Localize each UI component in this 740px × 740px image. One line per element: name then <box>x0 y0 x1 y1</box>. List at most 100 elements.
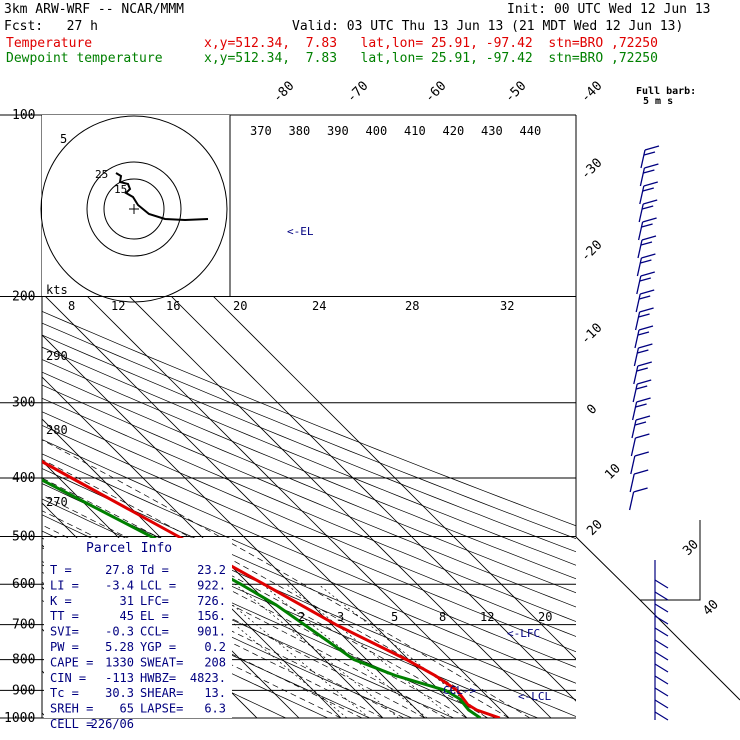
parcel-info-value: 4823. <box>190 671 226 685</box>
parcel-info-value: 226/06 <box>91 717 134 731</box>
dry-adiabat <box>42 564 370 718</box>
wind-barb <box>640 271 655 277</box>
wind-barb <box>636 275 642 295</box>
wind-barb <box>641 235 657 241</box>
theta-e-side-label: 290 <box>46 349 68 363</box>
wind-barb <box>634 451 649 457</box>
hodo-units: kts <box>46 283 68 297</box>
temperature-legend: Temperature <box>6 36 93 51</box>
hodo-ring-outer <box>40 115 228 303</box>
wind-barb <box>643 169 655 174</box>
isotherm-label: 0 <box>584 402 600 418</box>
wind-barb <box>640 149 646 169</box>
pressure-label-500: 500 <box>12 529 35 544</box>
isotherm <box>42 418 342 718</box>
dry-adiabat <box>42 411 576 637</box>
parcel-info-key: T = <box>50 563 72 577</box>
parcel-info-box <box>44 538 232 718</box>
parcel-info-title: Parcel Info <box>86 541 172 556</box>
wind-barb <box>629 473 635 493</box>
wind-barb <box>644 163 659 169</box>
parcel-info-key: SREH = <box>50 702 93 716</box>
parcel-info-key: HWBZ= <box>140 671 176 685</box>
wind-barb <box>654 579 669 589</box>
wind-barb <box>644 145 660 151</box>
wind-barb <box>631 401 638 421</box>
parcel-info-value: 13. <box>204 686 226 700</box>
parcel-info-key: SWEAT= <box>140 655 183 669</box>
wind-barb <box>639 277 651 282</box>
dewpoint-profile <box>42 478 482 718</box>
theta-label: 410 <box>404 124 426 138</box>
mixing-ratio-label: 5 <box>391 610 398 624</box>
wind-barb <box>633 347 640 367</box>
hodo-ring-label: 15 <box>114 183 127 196</box>
parcel-info-key: CAPE = <box>50 655 93 669</box>
dewpoint-legend: Dewpoint temperature <box>6 51 163 66</box>
level-annotation: <-LFC <box>507 627 540 640</box>
parcel-info-value: 156. <box>197 609 226 623</box>
parcel-info-key: YGP = <box>140 640 176 654</box>
parcel-info-key: EL = <box>140 609 169 623</box>
wind-barb <box>654 615 669 625</box>
parcel-info-key: LFC= <box>140 594 169 608</box>
isotherm-label: -40 <box>578 79 605 106</box>
mixing-ratio-label: 12 <box>480 610 494 624</box>
wind-barb <box>631 419 637 439</box>
wind-barb <box>630 455 636 475</box>
parcel-info-key: LI = <box>50 578 79 592</box>
barb-header: Full barb: <box>636 86 696 97</box>
hodo-speed-label: 28 <box>405 299 419 313</box>
isotherm <box>0 115 5 718</box>
wind-barb <box>632 383 638 403</box>
pressure-label-300: 300 <box>12 396 35 411</box>
mixing-ratio-label: 20 <box>538 610 552 624</box>
parcel-info-key: Td = <box>140 563 169 577</box>
parcel-info-key: CIN = <box>50 671 86 685</box>
dry-adiabat <box>42 425 576 653</box>
wind-barb <box>634 311 641 331</box>
isotherm-label: 40 <box>700 597 722 619</box>
wind-barb <box>639 185 645 205</box>
dry-adiabat <box>42 346 576 566</box>
parcel-info-value: 31 <box>120 594 134 608</box>
mixing-ratio-line <box>318 583 488 718</box>
wind-barb <box>642 217 657 223</box>
wind-barb <box>633 487 648 493</box>
level-annotation: CCL-> <box>443 684 476 697</box>
theta-label: 370 <box>250 124 272 138</box>
wind-barb <box>636 385 648 390</box>
hodograph-background <box>42 115 230 296</box>
dry-adiabat <box>42 397 576 622</box>
dry-adiabat <box>42 371 576 594</box>
model-title: 3km ARW-WRF -- NCAR/MMM <box>4 2 185 17</box>
wind-barb <box>635 433 650 439</box>
parcel-info-key: SHEAR= <box>140 686 183 700</box>
hodo-speed-label: 8 <box>68 299 75 313</box>
parcel-info-value: 726. <box>197 594 226 608</box>
isotherm-label: 20 <box>584 517 606 539</box>
theta-e-side-label: 280 <box>46 423 68 437</box>
isotherm-label: -80 <box>270 79 297 106</box>
theta-label: 380 <box>289 124 311 138</box>
wind-barb <box>628 491 635 511</box>
parcel-info-value: 0.2 <box>204 640 226 654</box>
hodo-ring-mid <box>86 161 182 257</box>
mixing-ratio-label: 2 <box>298 610 305 624</box>
pressure-label-900: 900 <box>12 683 35 698</box>
hodo-speed-label: 32 <box>500 299 514 313</box>
barb-header: 5 m s <box>643 96 673 107</box>
wind-barb <box>641 223 653 228</box>
mixing-ratio-label: 8 <box>439 610 446 624</box>
wind-barb <box>634 421 647 426</box>
wind-barb <box>654 687 669 697</box>
wind-barb <box>630 437 637 457</box>
isotherm <box>42 292 468 718</box>
parcel-info-value: 23.2 <box>197 563 226 577</box>
parcel-info-value: 1330 <box>105 655 134 669</box>
mixing-ratio-label: 3 <box>337 610 344 624</box>
wind-barb <box>637 379 652 385</box>
isotherm-label: -10 <box>578 321 605 348</box>
dry-adiabat <box>42 334 576 553</box>
hodo-ring-label: 25 <box>95 168 108 181</box>
